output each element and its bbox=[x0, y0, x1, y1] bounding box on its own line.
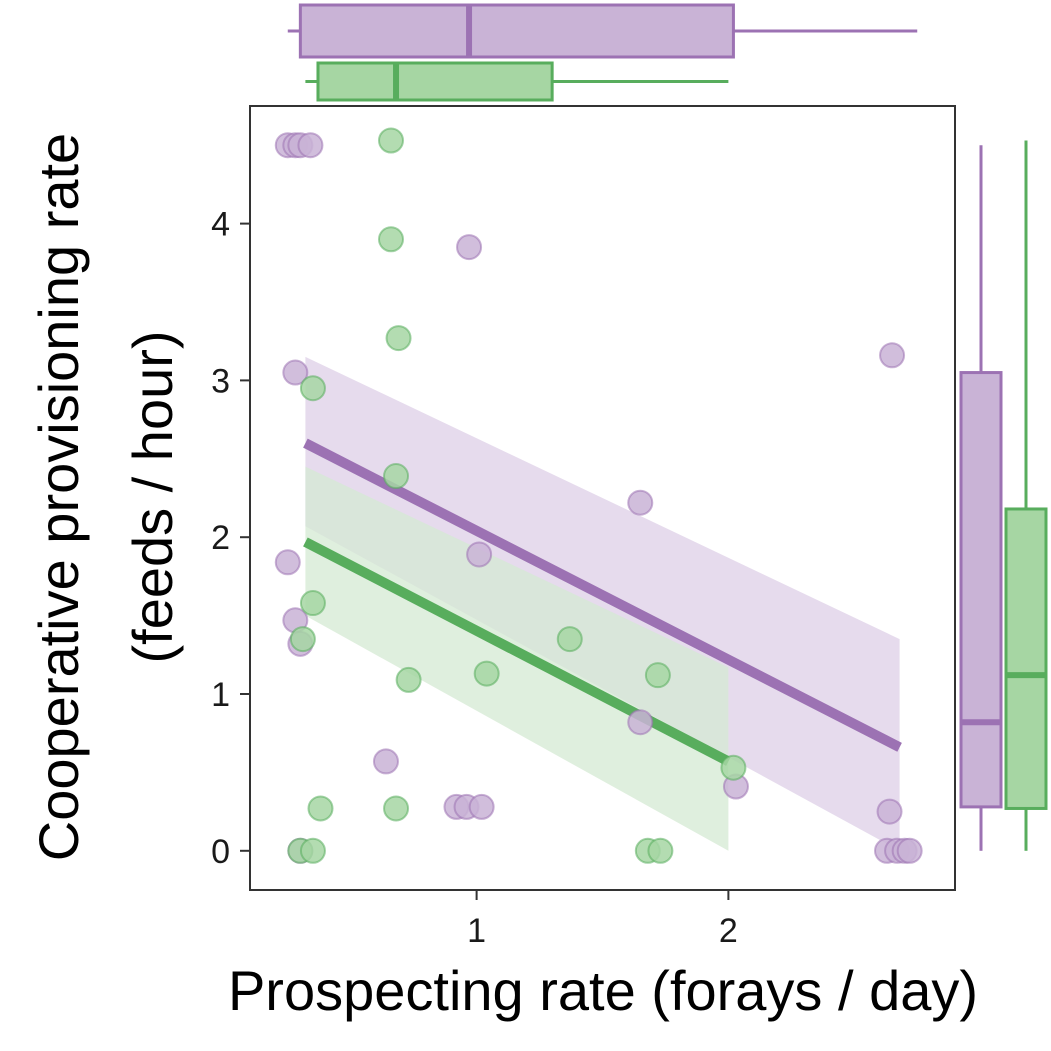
purple-x-box bbox=[298, 3, 735, 59]
purple-data-point bbox=[879, 342, 906, 369]
purple-data-point bbox=[627, 709, 654, 736]
green-data-point bbox=[720, 754, 747, 781]
purple-data-point bbox=[466, 541, 493, 568]
y-tick-label: 3 bbox=[211, 362, 230, 400]
x-axis-title: Prospecting rate (forays / day) bbox=[228, 959, 978, 1022]
purple-data-point bbox=[274, 549, 301, 576]
purple-data-point bbox=[282, 359, 309, 386]
y-axis-title-line-1: Cooperative provisioning rate bbox=[27, 133, 90, 861]
y-tick-label: 2 bbox=[211, 519, 230, 557]
green-data-point bbox=[299, 375, 326, 402]
confidence-bands bbox=[305, 356, 900, 851]
green-confidence-band bbox=[305, 466, 729, 851]
purple-data-point bbox=[627, 489, 654, 516]
x-tick-label: 2 bbox=[719, 912, 738, 950]
green-data-point bbox=[473, 660, 500, 687]
purple-data-point bbox=[876, 798, 903, 825]
y-tick-label: 0 bbox=[211, 833, 230, 871]
green-data-point bbox=[299, 590, 326, 617]
y-tick-label: 4 bbox=[211, 206, 230, 244]
green-data-point bbox=[383, 463, 410, 490]
plot-panel-border bbox=[249, 105, 956, 891]
green-data-point bbox=[378, 226, 404, 253]
green-data-point bbox=[385, 325, 412, 352]
y-axis-title: Cooperative provisioning rate (feeds / h… bbox=[27, 133, 184, 861]
axes: 1 2 0 1 2 3 4 bbox=[211, 206, 738, 950]
purple-data-point bbox=[297, 132, 324, 159]
green-fit-line bbox=[303, 537, 731, 766]
green-data-point bbox=[644, 662, 671, 689]
green-data-point bbox=[307, 795, 334, 822]
fit-lines bbox=[303, 438, 902, 766]
data-points bbox=[274, 127, 923, 864]
purple-data-point bbox=[456, 234, 483, 261]
y-tick-label: 1 bbox=[211, 676, 230, 714]
purple-data-point bbox=[896, 837, 923, 864]
green-data-point bbox=[378, 127, 404, 154]
green-data-point bbox=[289, 626, 316, 653]
right-marginal-boxplots bbox=[959, 140, 1048, 851]
purple-fit-line bbox=[303, 438, 902, 752]
green-data-point bbox=[395, 666, 422, 693]
top-marginal-boxplots bbox=[287, 3, 918, 102]
green-data-point bbox=[383, 795, 410, 822]
green-y-box bbox=[1004, 507, 1048, 810]
green-data-point bbox=[556, 626, 583, 653]
x-tick-label: 1 bbox=[467, 912, 486, 950]
purple-y-box bbox=[959, 371, 1003, 809]
green-data-point bbox=[299, 837, 326, 864]
green-x-box bbox=[316, 61, 554, 102]
y-axis-title-line-2: (feeds / hour) bbox=[121, 330, 184, 663]
purple-data-point bbox=[372, 748, 399, 775]
purple-data-point bbox=[468, 793, 495, 820]
green-data-point bbox=[647, 837, 674, 864]
purple-confidence-band bbox=[305, 356, 900, 851]
